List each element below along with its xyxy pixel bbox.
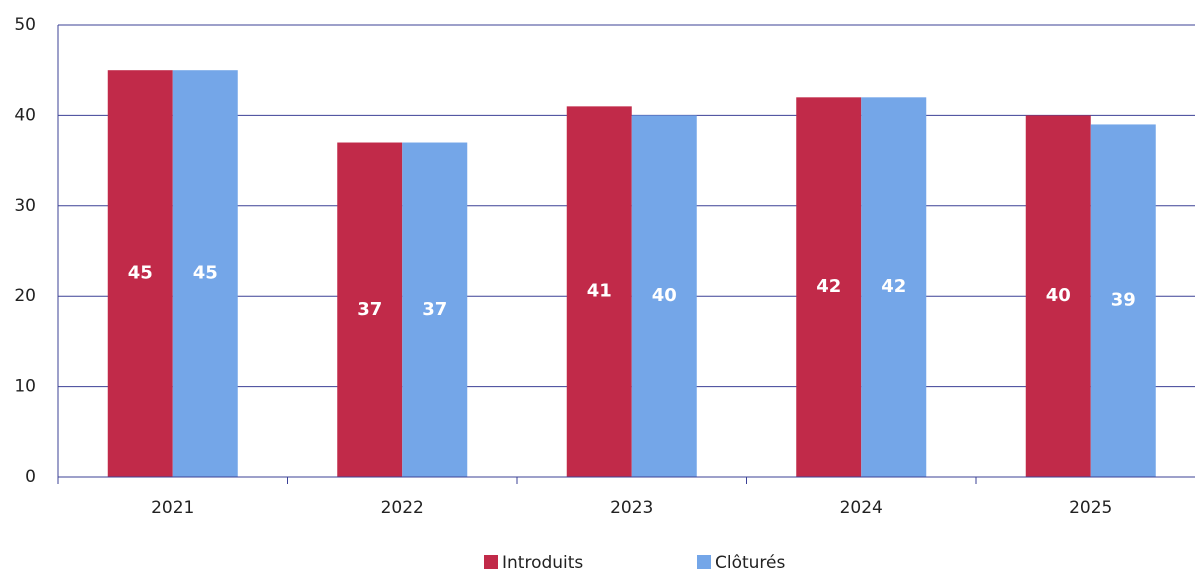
bar [172, 70, 238, 477]
x-tick-label: 2022 [381, 498, 424, 518]
legend-label: Clôturés [715, 553, 786, 573]
value-label: 40 [652, 285, 677, 306]
value-label: 37 [357, 299, 382, 320]
bar [107, 70, 173, 477]
value-label: 42 [881, 276, 906, 297]
y-tick-label: 10 [14, 377, 36, 397]
bar [566, 106, 632, 478]
x-tick-label: 2024 [840, 498, 883, 518]
value-label: 45 [193, 263, 218, 284]
bar [337, 142, 403, 477]
value-label: 41 [587, 281, 612, 302]
x-tick-label: 2021 [151, 498, 194, 518]
y-tick-label: 50 [14, 15, 36, 35]
value-label: 39 [1111, 290, 1136, 311]
y-tick-label: 0 [25, 467, 36, 487]
legend-swatch [484, 555, 498, 569]
bar [1025, 115, 1091, 478]
value-label: 45 [128, 263, 153, 284]
x-tick-label: 2023 [610, 498, 653, 518]
x-tick-label: 2025 [1069, 498, 1112, 518]
y-tick-label: 20 [14, 286, 36, 306]
value-label: 42 [816, 276, 841, 297]
value-label: 40 [1046, 285, 1071, 306]
bar [402, 142, 468, 477]
bar [1090, 124, 1156, 477]
bar [796, 97, 862, 477]
y-tick-label: 40 [14, 105, 36, 125]
value-label: 37 [422, 299, 447, 320]
bar [861, 97, 927, 477]
legend-label: Introduits [502, 553, 583, 573]
legend-swatch [697, 555, 711, 569]
y-tick-label: 30 [14, 196, 36, 216]
bar [631, 115, 697, 478]
